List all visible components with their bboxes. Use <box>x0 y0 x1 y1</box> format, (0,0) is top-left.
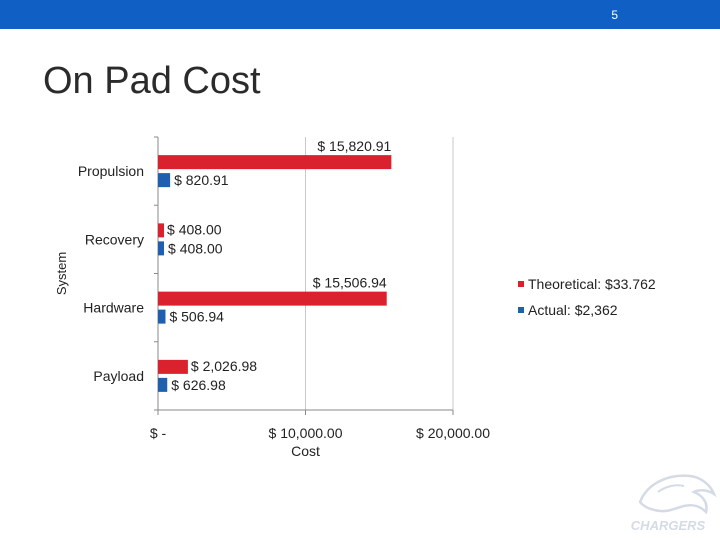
data-label: $ 15,506.94 <box>313 275 387 291</box>
x-tick-label: $ - <box>150 425 167 441</box>
bar-actual <box>158 309 166 324</box>
data-label: $ 506.94 <box>169 309 224 325</box>
x-axis-title: Cost <box>291 443 320 459</box>
category-label: Payload <box>93 368 144 384</box>
category-label: Recovery <box>85 231 144 247</box>
bar-actual <box>158 241 165 256</box>
page-title: On Pad Cost <box>43 60 261 102</box>
bar-theoretical <box>158 291 387 306</box>
legend-swatch <box>518 281 524 287</box>
y-axis-title: System <box>54 252 69 295</box>
bar-theoretical <box>158 223 165 238</box>
category-label: Hardware <box>83 300 144 316</box>
x-tick-label: $ 20,000.00 <box>416 425 490 441</box>
header-bar: 5 <box>0 0 720 29</box>
legend-label: Theoretical: $33.762 <box>528 276 656 292</box>
bar-theoretical <box>158 155 392 170</box>
data-label: $ 15,820.91 <box>317 138 391 154</box>
legend-label: Actual: $2,362 <box>528 302 618 318</box>
data-label: $ 626.98 <box>171 377 226 393</box>
data-label: $ 2,026.98 <box>191 358 257 374</box>
bar-theoretical <box>158 359 188 374</box>
horse-head-icon <box>638 474 717 515</box>
legend-swatch <box>518 307 524 313</box>
bar-actual <box>158 377 168 392</box>
data-label: $ 408.00 <box>168 240 223 256</box>
slide-number: 5 <box>611 8 618 22</box>
category-label: Propulsion <box>78 163 144 179</box>
bar-actual <box>158 173 171 188</box>
logo-text: CHARGERS <box>631 518 706 533</box>
data-label: $ 820.91 <box>174 172 229 188</box>
x-tick-label: $ 10,000.00 <box>269 425 343 441</box>
chargers-logo: CHARGERS <box>631 474 717 533</box>
data-label: $ 408.00 <box>167 221 222 237</box>
